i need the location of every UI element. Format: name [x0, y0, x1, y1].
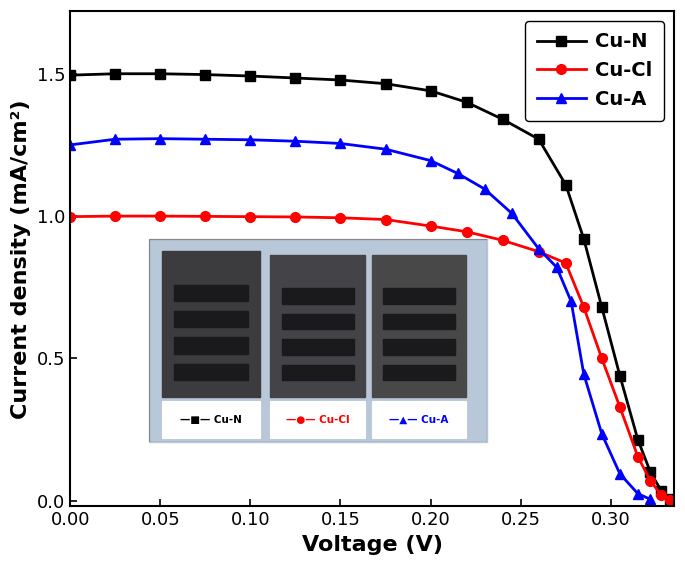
Cu-A	[534, 246, 543, 252]
Cu-Cl	[427, 222, 435, 229]
Cu-N	[111, 70, 119, 77]
Cu-N	[562, 181, 570, 188]
X-axis label: Voltage (V): Voltage (V)	[301, 535, 443, 555]
Cu-N	[462, 99, 471, 106]
Cu-A	[598, 431, 606, 438]
Cu-A	[427, 157, 435, 164]
Cu-Cl	[291, 213, 299, 220]
Cu-N	[657, 487, 665, 494]
Cu-N	[291, 75, 299, 82]
Cu-N	[598, 304, 606, 311]
Line: Cu-A: Cu-A	[65, 134, 656, 504]
Cu-A	[247, 136, 255, 143]
Cu-Cl	[66, 213, 74, 220]
Cu-N	[66, 72, 74, 79]
Line: Cu-Cl: Cu-Cl	[65, 211, 675, 505]
Cu-Cl	[499, 237, 507, 244]
Cu-A	[111, 136, 119, 143]
Cu-Cl	[462, 228, 471, 235]
Cu-N	[156, 70, 164, 77]
Cu-A	[616, 470, 624, 477]
Cu-Cl	[616, 404, 624, 410]
Cu-A	[156, 135, 164, 142]
Cu-A	[634, 490, 642, 497]
Legend: Cu-N, Cu-Cl, Cu-A: Cu-N, Cu-Cl, Cu-A	[525, 21, 664, 121]
Cu-N	[382, 80, 390, 87]
Cu-N	[647, 469, 655, 475]
Cu-N	[247, 72, 255, 79]
Cu-A	[66, 142, 74, 148]
Cu-Cl	[634, 453, 642, 460]
Cu-N	[336, 76, 345, 83]
Cu-Cl	[247, 213, 255, 220]
Cu-N	[534, 136, 543, 143]
Cu-Cl	[382, 216, 390, 223]
Cu-Cl	[111, 213, 119, 220]
Cu-A	[553, 264, 561, 271]
Cu-A	[647, 496, 655, 503]
Cu-A	[508, 210, 516, 217]
Cu-A	[580, 371, 588, 378]
Cu-N	[499, 116, 507, 123]
Cu-N	[427, 87, 435, 94]
Line: Cu-N: Cu-N	[65, 69, 675, 504]
Cu-A	[567, 298, 575, 305]
Cu-A	[481, 186, 489, 192]
Cu-A	[201, 136, 210, 143]
Cu-N	[616, 372, 624, 379]
Cu-Cl	[580, 304, 588, 311]
Cu-Cl	[598, 355, 606, 362]
Cu-A	[336, 140, 345, 147]
Cu-A	[453, 170, 462, 177]
Cu-Cl	[647, 478, 655, 484]
Cu-Cl	[156, 213, 164, 220]
Cu-Cl	[562, 260, 570, 267]
Cu-A	[382, 146, 390, 153]
Cu-N	[201, 71, 210, 78]
Cu-Cl	[667, 496, 675, 503]
Cu-N	[634, 436, 642, 443]
Cu-N	[580, 235, 588, 242]
Cu-N	[667, 496, 675, 503]
Y-axis label: Current density (mA/cm²): Current density (mA/cm²)	[11, 99, 31, 418]
Cu-A	[291, 138, 299, 144]
Cu-Cl	[336, 215, 345, 221]
Cu-Cl	[201, 213, 210, 220]
Cu-Cl	[534, 248, 543, 255]
Cu-Cl	[657, 492, 665, 499]
